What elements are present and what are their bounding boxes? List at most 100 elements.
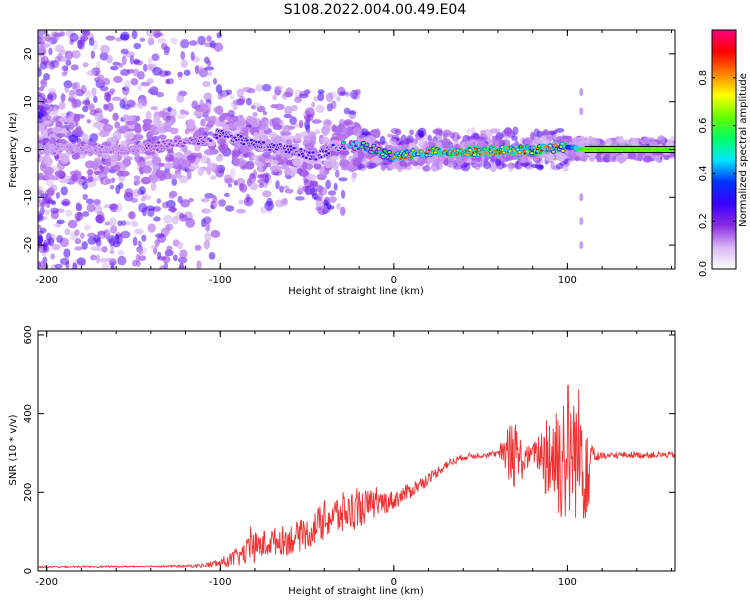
spectral-noise-blob — [336, 203, 341, 210]
spectral-noise-blob — [146, 64, 153, 71]
spectral-noise-blob — [262, 190, 272, 198]
spectral-noise-blob — [210, 204, 215, 210]
spectral-band-blob — [104, 178, 112, 185]
spectral-band-blob — [440, 138, 452, 148]
spectral-noise-blob — [56, 235, 64, 244]
spectral-noise-blob — [562, 164, 569, 172]
spectral-band-blob — [666, 138, 674, 148]
spectral-noise-blob — [297, 184, 304, 192]
spectral-noise-blob — [87, 232, 96, 238]
colorbar-tick-label: 0.8 — [698, 70, 709, 86]
spectral-noise-blob — [146, 78, 154, 85]
spectral-noise-blob — [217, 91, 224, 100]
spectral-noise-blob — [333, 182, 338, 191]
spectral-noise-blob — [90, 50, 95, 60]
spectral-noise-blob — [130, 220, 137, 226]
spectral-noise-blob — [86, 203, 96, 213]
spectral-band-blob — [588, 152, 596, 162]
spectral-noise-blob — [495, 159, 502, 167]
ridge-core — [561, 149, 565, 153]
spectrogram-y-axis-label: Frequency (Hz) — [8, 112, 19, 188]
spectral-noise-blob — [38, 66, 42, 73]
spectral-noise-blob — [194, 64, 200, 75]
x-tick-label: -200 — [35, 275, 58, 286]
spectral-noise-blob — [258, 182, 265, 189]
spectral-noise-blob — [40, 56, 49, 65]
ridge-core — [356, 147, 360, 151]
spectral-noise-blob — [325, 92, 334, 103]
spectral-noise-blob — [284, 105, 293, 116]
spectral-noise-blob — [38, 185, 44, 191]
spectral-noise-blob — [165, 78, 170, 84]
spectral-noise-blob — [176, 241, 184, 250]
ridge-core — [419, 150, 424, 153]
ridge-core — [377, 147, 381, 151]
spectral-noise-blob — [113, 75, 123, 84]
ridge-core — [157, 141, 161, 144]
spectral-noise-blob — [298, 93, 309, 99]
spectral-noise-blob — [310, 102, 316, 108]
spectral-noise-blob — [189, 40, 198, 46]
spectral-noise-blob — [170, 205, 177, 213]
y-tick-label: 10 — [23, 95, 34, 108]
spectral-noise-blob — [344, 91, 351, 98]
ridge-core — [71, 151, 75, 154]
spectral-noise-blob — [188, 197, 194, 203]
spectral-noise-blob — [539, 164, 544, 170]
spectral-noise-blob — [106, 102, 114, 112]
spectral-noise-blob — [61, 71, 67, 77]
spectral-band-blob — [207, 162, 217, 171]
colorbar-tick-label: 0.4 — [698, 165, 709, 181]
spectral-noise-blob — [550, 161, 556, 170]
spectral-noise-blob — [379, 135, 386, 145]
spectral-noise-blob — [93, 204, 103, 214]
spectral-noise-blob — [59, 257, 70, 266]
y-tick-label: 20 — [23, 48, 34, 61]
spectral-noise-blob — [553, 129, 558, 135]
spectral-noise-blob — [71, 82, 78, 90]
spectral-band-blob — [59, 178, 70, 184]
spectral-noise-blob — [65, 59, 72, 66]
spectral-noise-blob — [110, 177, 116, 183]
spectral-noise-blob — [48, 47, 53, 56]
spectral-noise-blob — [177, 256, 188, 264]
spectral-noise-blob — [274, 199, 285, 208]
spectral-noise-blob — [204, 66, 215, 71]
spectral-noise-blob — [141, 234, 147, 242]
spectral-noise-blob — [289, 116, 297, 126]
spectral-noise-blob — [264, 174, 270, 184]
spectral-noise-blob — [348, 110, 357, 115]
spectral-noise-blob — [120, 230, 131, 239]
spectral-noise-blob — [508, 164, 514, 172]
y-tick-label: 600 — [23, 325, 34, 344]
spectral-noise-blob — [40, 78, 48, 88]
spectral-spike — [579, 217, 584, 226]
spectral-noise-blob — [103, 91, 111, 102]
ridge-core — [399, 157, 403, 160]
spectral-noise-blob — [172, 215, 179, 225]
spectral-band-blob — [122, 158, 132, 167]
spectral-noise-blob — [252, 102, 261, 109]
spectral-band-blob — [43, 120, 52, 125]
spectral-noise-blob — [38, 35, 46, 43]
spectral-noise-blob — [42, 110, 48, 117]
spectral-band-blob — [233, 144, 240, 152]
spectral-noise-blob — [275, 103, 284, 110]
ridge-core — [409, 156, 413, 159]
spectral-noise-blob — [283, 185, 290, 190]
spectral-noise-blob — [117, 255, 127, 266]
spectral-noise-blob — [138, 202, 148, 213]
spectral-noise-blob — [109, 249, 115, 255]
spectral-noise-blob — [242, 86, 252, 93]
spectral-noise-blob — [104, 221, 111, 226]
spectral-band-blob — [51, 126, 63, 134]
spectral-noise-blob — [44, 33, 51, 42]
colorbar — [711, 29, 737, 270]
spectral-noise-blob — [99, 85, 109, 92]
spectral-noise-blob — [338, 177, 348, 182]
spectral-noise-blob — [555, 163, 564, 170]
spectral-noise-blob — [260, 206, 267, 214]
spectral-band-blob — [332, 160, 339, 171]
spectral-noise-blob — [79, 260, 86, 267]
spectral-band-blob — [340, 165, 350, 171]
